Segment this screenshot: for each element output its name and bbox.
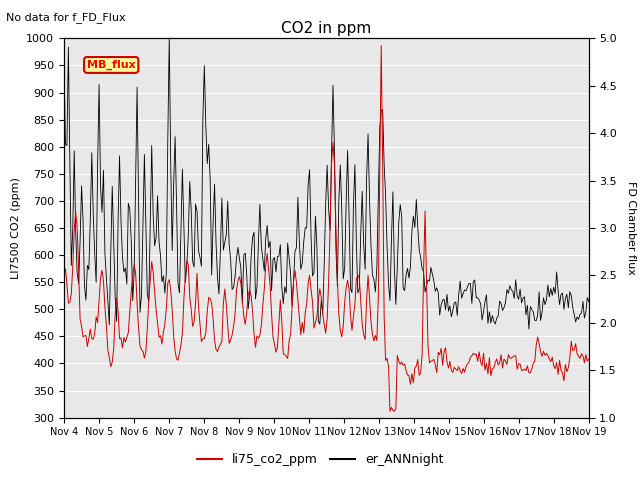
- Y-axis label: FD Chamber flux: FD Chamber flux: [627, 181, 636, 275]
- Text: No data for f_FD_Flux: No data for f_FD_Flux: [6, 12, 126, 23]
- Legend: li75_co2_ppm, er_ANNnight: li75_co2_ppm, er_ANNnight: [191, 448, 449, 471]
- Title: CO2 in ppm: CO2 in ppm: [281, 21, 372, 36]
- Text: MB_flux: MB_flux: [87, 60, 136, 70]
- Y-axis label: LI7500 CO2 (ppm): LI7500 CO2 (ppm): [11, 177, 20, 279]
